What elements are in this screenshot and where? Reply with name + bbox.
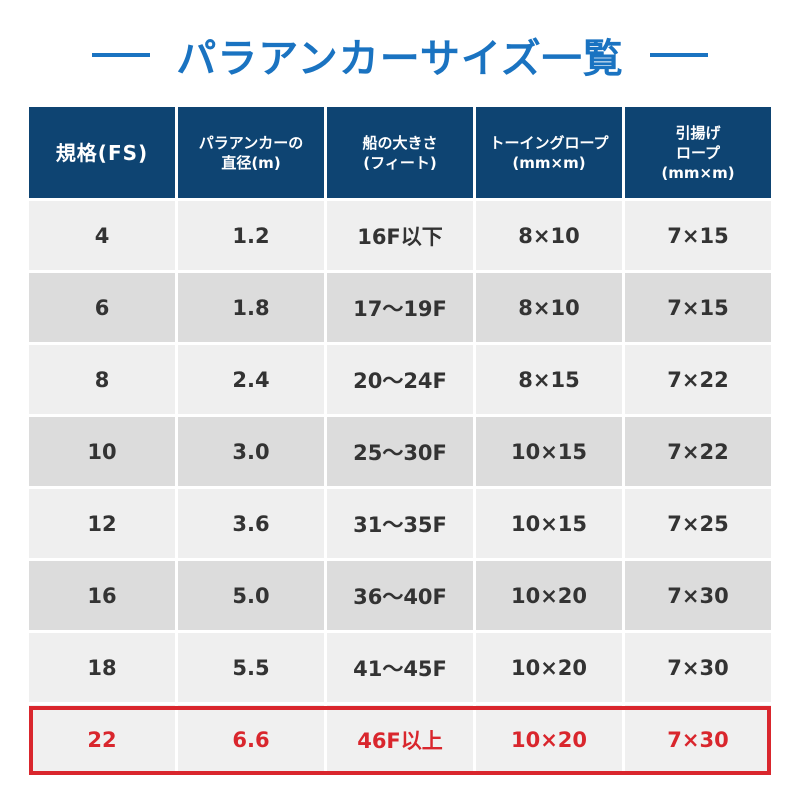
cell-retrieval-rope: 7×22 xyxy=(625,417,771,486)
cell-diameter: 6.6 xyxy=(178,705,324,774)
cell-retrieval-rope: 7×15 xyxy=(625,201,771,270)
cell-boat-size: 25〜30F xyxy=(327,417,473,486)
title-left-rule xyxy=(92,53,151,57)
cell-towing-rope: 8×10 xyxy=(476,201,622,270)
cell-towing-rope: 10×20 xyxy=(476,705,622,774)
cell-standard: 16 xyxy=(29,561,175,630)
header-retrieval-rope: 引揚げ ロープ (mm×m) xyxy=(625,107,771,198)
cell-diameter: 5.5 xyxy=(178,633,324,702)
cell-retrieval-rope: 7×30 xyxy=(625,705,771,774)
cell-standard: 12 xyxy=(29,489,175,558)
header-line: (mm×m) xyxy=(512,153,586,172)
cell-retrieval-rope: 7×22 xyxy=(625,345,771,414)
cell-standard: 8 xyxy=(29,345,175,414)
header-boat-size: 船の大きさ (フィート) xyxy=(327,107,473,198)
cell-diameter: 3.0 xyxy=(178,417,324,486)
header-line: 直径(m) xyxy=(221,153,281,172)
cell-towing-rope: 10×20 xyxy=(476,561,622,630)
cell-standard: 18 xyxy=(29,633,175,702)
cell-boat-size: 17〜19F xyxy=(327,273,473,342)
size-table: 規格(FS) パラアンカーの 直径(m) 船の大きさ (フィート) トーイングロ… xyxy=(29,107,771,774)
header-line: 船の大きさ xyxy=(362,133,438,152)
header-towing-rope: トーイングロープ (mm×m) xyxy=(476,107,622,198)
header-line: トーイングロープ xyxy=(489,133,609,152)
cell-boat-size: 20〜24F xyxy=(327,345,473,414)
cell-retrieval-rope: 7×25 xyxy=(625,489,771,558)
page-title: パラアンカーサイズ一覧 xyxy=(176,36,624,82)
cell-towing-rope: 10×15 xyxy=(476,417,622,486)
cell-boat-size: 31〜35F xyxy=(327,489,473,558)
cell-diameter: 5.0 xyxy=(178,561,324,630)
cell-standard: 4 xyxy=(29,201,175,270)
cell-diameter: 1.2 xyxy=(178,201,324,270)
cell-towing-rope: 10×15 xyxy=(476,489,622,558)
cell-diameter: 1.8 xyxy=(178,273,324,342)
cell-retrieval-rope: 7×30 xyxy=(625,633,771,702)
cell-standard: 22 xyxy=(29,705,175,774)
header-line: 引揚げ xyxy=(675,123,721,142)
header-line: 規格(FS) xyxy=(55,140,149,165)
cell-retrieval-rope: 7×15 xyxy=(625,273,771,342)
header-diameter: パラアンカーの 直径(m) xyxy=(178,107,324,198)
cell-boat-size: 36〜40F xyxy=(327,561,473,630)
cell-diameter: 3.6 xyxy=(178,489,324,558)
cell-boat-size: 16F以下 xyxy=(327,201,473,270)
title-right-rule xyxy=(649,53,708,57)
cell-boat-size: 41〜45F xyxy=(327,633,473,702)
cell-retrieval-rope: 7×30 xyxy=(625,561,771,630)
header-line: (mm×m) xyxy=(661,163,735,182)
header-line: パラアンカーの xyxy=(198,133,304,152)
header-standard: 規格(FS) xyxy=(29,107,175,198)
cell-diameter: 2.4 xyxy=(178,345,324,414)
cell-towing-rope: 8×15 xyxy=(476,345,622,414)
header-line: (フィート) xyxy=(363,153,437,172)
cell-standard: 6 xyxy=(29,273,175,342)
cell-towing-rope: 8×10 xyxy=(476,273,622,342)
cell-standard: 10 xyxy=(29,417,175,486)
header-line: ロープ xyxy=(675,143,721,162)
cell-towing-rope: 10×20 xyxy=(476,633,622,702)
title-bar: パラアンカーサイズ一覧 xyxy=(0,22,800,88)
cell-boat-size: 46F以上 xyxy=(327,705,473,774)
